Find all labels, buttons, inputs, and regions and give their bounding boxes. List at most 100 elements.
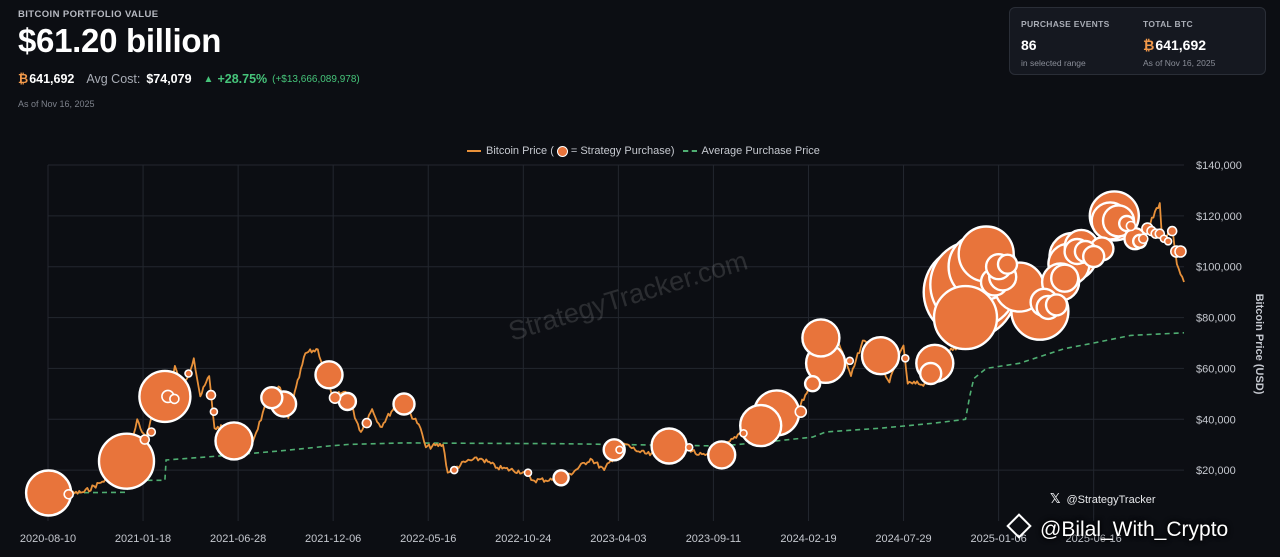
purchase-events-label: PURCHASE EVENTS bbox=[1021, 19, 1110, 29]
portfolio-value-label: BITCOIN PORTFOLIO VALUE bbox=[18, 9, 159, 20]
legend-price-label-b: = Strategy Purchase) bbox=[570, 145, 675, 157]
purchase-dot bbox=[552, 469, 570, 487]
stats-row: ₿ 641,692 Avg Cost: $74,079 ▲ +28.75% (+… bbox=[18, 72, 360, 86]
x-tick-label: 2022-05-16 bbox=[400, 533, 456, 545]
x-handle-text: @StrategyTracker bbox=[1066, 494, 1156, 506]
purchase-dot bbox=[1138, 233, 1149, 244]
btc-symbol-icon: ₿ bbox=[18, 72, 29, 86]
purchase-dot bbox=[602, 438, 626, 462]
purchase-dot bbox=[523, 468, 533, 478]
total-btc-label: TOTAL BTC bbox=[1143, 19, 1193, 29]
y-tick-label: $100,000 bbox=[1196, 262, 1242, 274]
purchase-dot bbox=[932, 284, 999, 351]
total-btc-value-row: ₿641,692 bbox=[1143, 37, 1215, 53]
x-logo-icon: 𝕏 bbox=[1050, 491, 1061, 506]
purchase-dot bbox=[1166, 225, 1178, 237]
chart-grid bbox=[47, 164, 1184, 521]
purchase-dot bbox=[205, 389, 217, 401]
total-btc-stat: TOTAL BTC ₿641,692 As of Nov 16, 2025 bbox=[1143, 19, 1215, 68]
purchase-dot bbox=[801, 318, 841, 358]
purchase-dot bbox=[1081, 244, 1106, 269]
purchase-dots-layer bbox=[24, 190, 1187, 517]
gain-up-arrow-icon: ▲ bbox=[203, 73, 214, 85]
purchase-dot bbox=[63, 488, 74, 500]
purchase-dot bbox=[361, 417, 373, 429]
purchase-dot bbox=[684, 442, 694, 452]
x-tick-label: 2023-04-03 bbox=[590, 533, 646, 545]
total-btc-value: 641,692 bbox=[1155, 37, 1207, 53]
purchase-dot bbox=[1174, 245, 1187, 258]
avg-cost-label: Avg Cost: bbox=[86, 72, 141, 86]
y-axis-label: Bitcoin Price (USD) bbox=[1253, 294, 1265, 395]
purchase-dot bbox=[214, 421, 254, 461]
btc-symbol-icon: ₿ bbox=[1143, 37, 1155, 53]
btc-holdings: 641,692 bbox=[29, 72, 75, 86]
legend-price-label-a: Bitcoin Price ( bbox=[486, 145, 554, 157]
purchase-dot bbox=[139, 434, 151, 445]
purchase-dot bbox=[1044, 293, 1069, 317]
x-tick-label: 2025-01-06 bbox=[970, 533, 1026, 545]
average-price-layer bbox=[47, 332, 1185, 494]
chart-legend: Bitcoin Price ( = Strategy Purchase) Ave… bbox=[467, 145, 820, 157]
purchase-dot bbox=[146, 427, 157, 437]
purchase-dot bbox=[794, 405, 808, 419]
y-tick-label: $140,000 bbox=[1196, 160, 1242, 172]
purchase-events-value: 86 bbox=[1021, 37, 1037, 53]
purchase-dot bbox=[328, 391, 342, 405]
purchase-dot bbox=[803, 375, 822, 393]
purchase-dot bbox=[97, 432, 156, 490]
purchase-events-sub: in selected range bbox=[1021, 58, 1086, 68]
gain-absolute: (+$13,666,089,978) bbox=[272, 73, 360, 85]
purchase-dot bbox=[996, 253, 1019, 275]
purchase-dot bbox=[739, 403, 783, 448]
purchase-dot bbox=[1163, 237, 1173, 246]
x-tick-label: 2020-08-10 bbox=[20, 533, 76, 545]
header-as-of-date: As of Nov 16, 2025 bbox=[18, 99, 95, 109]
overlay-tag: @Bilal_With_Crypto bbox=[1006, 513, 1229, 542]
purchase-dot bbox=[615, 445, 624, 455]
purchase-dot bbox=[1049, 263, 1080, 293]
y-axis-ticks: $20,000 $40,000 $60,000 $80,000 $100,000 $120… bbox=[1196, 160, 1242, 477]
purchase-dot bbox=[337, 391, 358, 412]
purchase-dot bbox=[260, 386, 284, 410]
x-axis-ticks: 2020-08-10 2021-01-18 2021-06-28 2021-12-06… bbox=[20, 533, 1122, 545]
legend-price-swatch bbox=[467, 150, 481, 152]
x-tick-label: 2021-01-18 bbox=[115, 533, 171, 545]
y-tick-label: $120,000 bbox=[1196, 211, 1242, 223]
legend-purchase-dot-icon bbox=[556, 145, 568, 157]
purchase-dot bbox=[900, 353, 910, 363]
purchase-events-stat: PURCHASE EVENTS 86 in selected range bbox=[1021, 19, 1110, 68]
purchase-dot bbox=[919, 361, 943, 386]
binance-logo-icon bbox=[1006, 513, 1032, 539]
average-purchase-price-line bbox=[47, 332, 1185, 494]
summary-card: PURCHASE EVENTS 86 in selected range TOT… bbox=[1009, 7, 1266, 75]
x-handle: 𝕏 @StrategyTracker bbox=[1050, 491, 1156, 507]
purchase-dot bbox=[860, 336, 901, 376]
purchase-dot bbox=[184, 369, 193, 378]
total-btc-sub: As of Nov 16, 2025 bbox=[1143, 58, 1216, 68]
purchase-dot bbox=[650, 427, 688, 465]
x-tick-label: 2022-10-24 bbox=[495, 533, 551, 545]
overlay-tag-text: @Bilal_With_Crypto bbox=[1040, 518, 1229, 541]
purchase-dot bbox=[209, 407, 219, 417]
purchase-dot bbox=[392, 392, 416, 416]
legend-avg-label: Average Purchase Price bbox=[701, 145, 820, 157]
y-tick-label: $80,000 bbox=[1196, 313, 1236, 325]
legend-avg-swatch bbox=[682, 150, 697, 152]
purchase-dot bbox=[707, 440, 737, 470]
x-tick-label: 2021-06-28 bbox=[210, 533, 266, 545]
x-tick-label: 2024-07-29 bbox=[875, 533, 931, 545]
x-tick-label: 2023-09-11 bbox=[686, 533, 741, 545]
purchase-dot bbox=[449, 465, 459, 475]
x-tick-label: 2021-12-06 bbox=[305, 533, 361, 545]
x-tick-label: 2024-02-19 bbox=[780, 533, 836, 545]
y-tick-label: $40,000 bbox=[1196, 414, 1236, 426]
purchase-dot bbox=[169, 393, 180, 405]
portfolio-value: $61.20 billion bbox=[18, 22, 222, 59]
purchase-dot bbox=[1125, 220, 1137, 232]
purchase-dot bbox=[739, 428, 748, 438]
gain-percent: +28.75% bbox=[217, 72, 268, 86]
purchase-dot bbox=[845, 356, 855, 366]
x-tick-label: 2025-06-16 bbox=[1066, 533, 1122, 545]
